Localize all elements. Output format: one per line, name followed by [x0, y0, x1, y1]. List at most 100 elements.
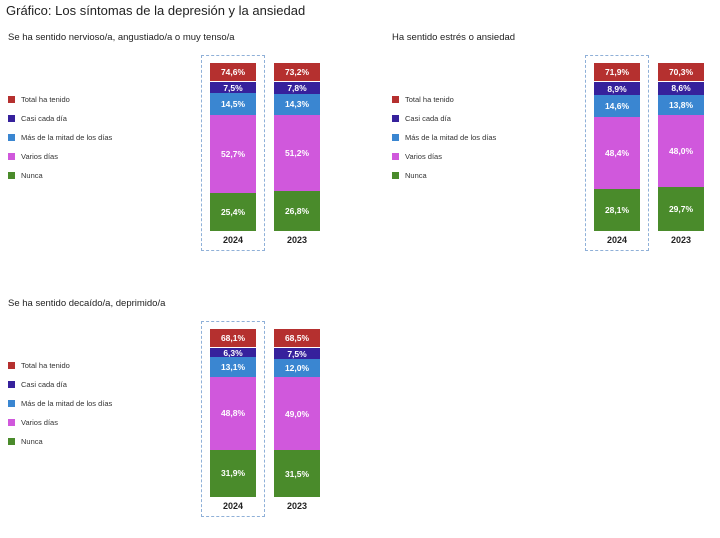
legend-item: Casi cada día [8, 375, 112, 394]
legend-swatch [8, 115, 15, 122]
year-label: 2024 [606, 235, 628, 245]
bar-segment: 7,5% [274, 348, 320, 360]
stacked-bar: 7,5% 12,0% 49,0% 31,5% [274, 348, 320, 497]
bar-segment: 13,8% [658, 94, 704, 116]
legend-swatch [8, 153, 15, 160]
legend-label: Nunca [405, 171, 427, 180]
legend-item: Más de la mitad de los días [392, 128, 496, 147]
legend-item: Varios días [8, 147, 112, 166]
total-label: 71,9% [594, 63, 640, 81]
legend-item: Nunca [392, 166, 496, 185]
year-label: 2024 [222, 235, 244, 245]
legend-label: Más de la mitad de los días [21, 133, 113, 142]
bar-segment: 49,0% [274, 377, 320, 451]
stacked-bar: 8,6% 13,8% 48,0% 29,7% [658, 82, 704, 231]
legend-label: Varios días [405, 152, 442, 161]
year-label: 2023 [670, 235, 692, 245]
legend-label: Casi cada día [405, 114, 451, 123]
legend-item: Total ha tenido [392, 90, 496, 109]
highlight-box [201, 55, 265, 251]
legend: Total ha tenido Casi cada día Más de la mi… [392, 90, 496, 185]
legend-label: Más de la mitad de los días [405, 133, 497, 142]
year-label: 2023 [286, 501, 308, 511]
bar-segment: 31,5% [274, 450, 320, 497]
legend-label: Total ha tenido [405, 95, 454, 104]
legend-swatch [8, 96, 15, 103]
bar-segment: 7,8% [274, 82, 320, 94]
bar-segment: 48,0% [658, 115, 704, 187]
bar-segment: 6,3% [210, 348, 256, 358]
legend-item: Total ha tenido [8, 356, 112, 375]
highlight-box [585, 55, 649, 251]
bar-segment: 52,7% [210, 114, 256, 194]
legend: Total ha tenido Casi cada día Más de la mi… [8, 90, 112, 185]
legend-label: Casi cada día [21, 114, 67, 123]
legend-swatch [392, 153, 399, 160]
total-label: 73,2% [274, 63, 320, 81]
chart-title: Se ha sentido nervioso/a, angustiado/a o… [8, 32, 235, 43]
page-title: Gráfico: Los síntomas de la depresión y … [6, 3, 306, 18]
bar-2024: 68,1% 6,3% 13,1% 48,8% 31,9% [210, 329, 256, 497]
bar-segment: 29,7% [658, 186, 704, 231]
legend-item: Varios días [392, 147, 496, 166]
chart-title: Se ha sentido decaído/a, deprimido/a [8, 298, 166, 309]
bar-2023: 70,3% 8,6% 13,8% 48,0% 29,7% [658, 63, 704, 231]
legend-item: Total ha tenido [8, 90, 112, 109]
legend-label: Varios días [21, 418, 58, 427]
bar-segment: 8,6% [658, 82, 704, 95]
legend-swatch [392, 96, 399, 103]
legend-swatch [8, 438, 15, 445]
chart-title: Ha sentido estrés o ansiedad [392, 32, 516, 43]
total-label: 70,3% [658, 63, 704, 81]
total-label: 74,6% [210, 63, 256, 81]
legend-swatch [392, 134, 399, 141]
legend-label: Total ha tenido [21, 95, 70, 104]
legend-swatch [8, 362, 15, 369]
legend-swatch [8, 134, 15, 141]
legend-swatch [8, 172, 15, 179]
bar-segment: 8,9% [594, 82, 640, 96]
stacked-bar: 7,5% 14,5% 52,7% 25,4% [210, 82, 256, 231]
stacked-bar: 6,3% 13,1% 48,8% 31,9% [210, 348, 256, 497]
bar-segment: 25,4% [210, 193, 256, 231]
bar-segment: 14,5% [210, 93, 256, 115]
legend-label: Casi cada día [21, 380, 67, 389]
legend-swatch [8, 400, 15, 407]
legend-item: Nunca [8, 432, 112, 451]
legend-item: Más de la mitad de los días [8, 128, 112, 147]
legend-item: Nunca [8, 166, 112, 185]
total-label: 68,5% [274, 329, 320, 347]
bar-segment: 48,4% [594, 117, 640, 190]
bar-segment: 28,1% [594, 189, 640, 231]
legend-item: Más de la mitad de los días [8, 394, 112, 413]
bar-segment: 14,3% [274, 93, 320, 115]
bar-segment: 31,9% [210, 449, 256, 497]
legend-label: Más de la mitad de los días [21, 399, 113, 408]
legend-label: Nunca [21, 437, 43, 446]
bar-segment: 12,0% [274, 359, 320, 378]
chart-panel: Se ha sentido nervioso/a, angustiado/a o… [6, 32, 346, 272]
bar-segment: 13,1% [210, 357, 256, 377]
bar-2024: 71,9% 8,9% 14,6% 48,4% 28,1% [594, 63, 640, 231]
chart-panel: Se ha sentido decaído/a, deprimido/a Tota… [6, 298, 346, 538]
legend-swatch [392, 172, 399, 179]
legend-swatch [8, 381, 15, 388]
legend-item: Varios días [8, 413, 112, 432]
bar-segment: 14,6% [594, 95, 640, 118]
legend-label: Nunca [21, 171, 43, 180]
bar-2024: 74,6% 7,5% 14,5% 52,7% 25,4% [210, 63, 256, 231]
highlight-box [201, 321, 265, 517]
bar-segment: 7,5% [210, 82, 256, 94]
chart-panel: Ha sentido estrés o ansiedad Total ha ten… [390, 32, 720, 272]
legend: Total ha tenido Casi cada día Más de la mi… [8, 356, 112, 451]
legend-item: Casi cada día [8, 109, 112, 128]
legend-swatch [392, 115, 399, 122]
bar-segment: 51,2% [274, 114, 320, 192]
year-label: 2024 [222, 501, 244, 511]
legend-swatch [8, 419, 15, 426]
stacked-bar: 7,8% 14,3% 51,2% 26,8% [274, 82, 320, 231]
legend-item: Casi cada día [392, 109, 496, 128]
bar-2023: 73,2% 7,8% 14,3% 51,2% 26,8% [274, 63, 320, 231]
total-label: 68,1% [210, 329, 256, 347]
bar-segment: 48,8% [210, 376, 256, 450]
